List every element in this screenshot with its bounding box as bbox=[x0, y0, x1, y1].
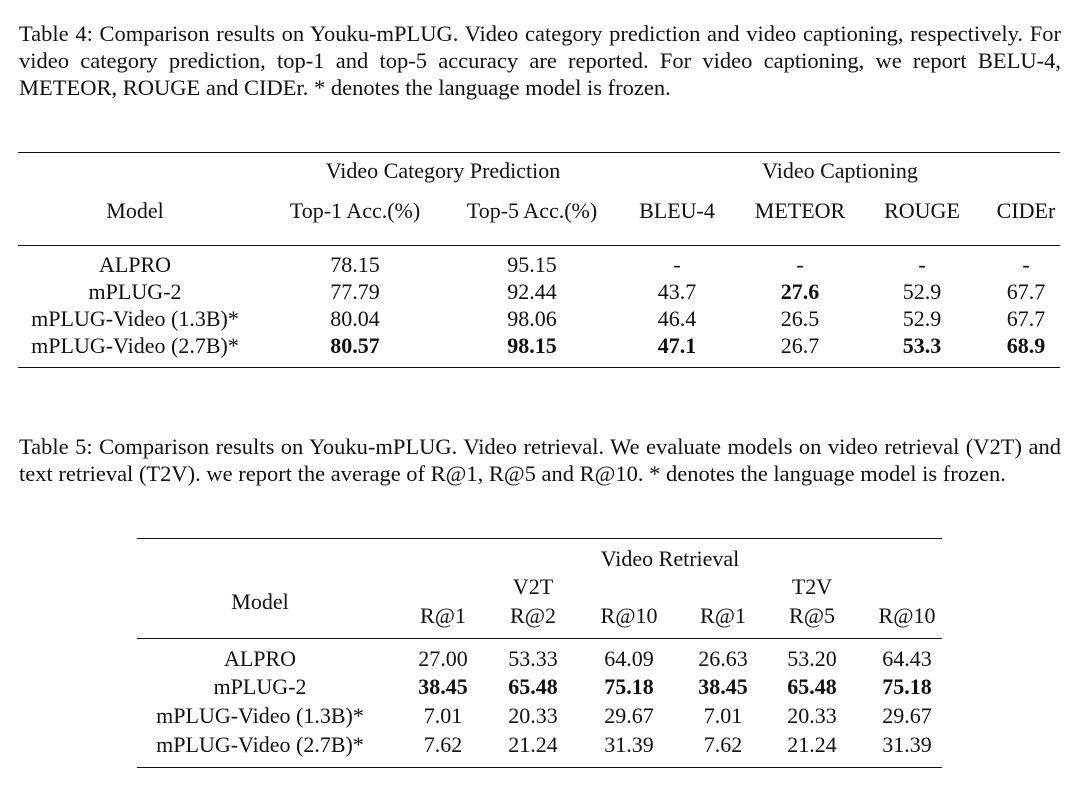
table-cell: 98.15 bbox=[507, 333, 557, 358]
table-cell: 26.7 bbox=[780, 333, 820, 358]
table-cell: - bbox=[796, 252, 804, 277]
column-header: R@1 bbox=[700, 603, 746, 628]
table-cell: 38.45 bbox=[418, 674, 468, 699]
table-cell: - bbox=[918, 252, 926, 277]
table-cell: 64.43 bbox=[882, 646, 932, 671]
column-header: Model bbox=[231, 589, 289, 614]
table-cell: 20.33 bbox=[787, 703, 837, 728]
table-cell: 27.6 bbox=[780, 279, 820, 304]
table-cell: mPLUG-2 bbox=[88, 279, 182, 304]
table-cell: 7.01 bbox=[423, 703, 463, 728]
column-header: R@10 bbox=[878, 603, 936, 628]
mid-rule bbox=[18, 245, 1060, 246]
top-rule bbox=[137, 538, 942, 539]
table-cell: mPLUG-Video (2.7B)* bbox=[31, 333, 239, 358]
column-header: METEOR bbox=[754, 198, 846, 223]
table-cell: 75.18 bbox=[882, 674, 932, 699]
column-header: R@5 bbox=[789, 603, 835, 628]
column-header: ROUGE bbox=[884, 198, 960, 223]
table-cell: 26.63 bbox=[698, 646, 748, 671]
group-header: Video Category Prediction bbox=[325, 158, 561, 183]
table-cell: - bbox=[673, 252, 681, 277]
column-header: Top-1 Acc.(%) bbox=[289, 198, 421, 223]
subgroup-header: T2V bbox=[791, 574, 833, 599]
table-cell: mPLUG-Video (2.7B)* bbox=[156, 732, 364, 757]
table-cell: 68.9 bbox=[1006, 333, 1046, 358]
table-cell: ALPRO bbox=[98, 252, 172, 277]
table-cell: 98.06 bbox=[507, 306, 557, 331]
table-cell: 75.18 bbox=[604, 674, 654, 699]
group-header: Video Captioning bbox=[762, 158, 918, 183]
column-header: R@10 bbox=[600, 603, 658, 628]
table-cell: 38.45 bbox=[698, 674, 748, 699]
table-caption: Table 5: Comparison results on Youku-mPL… bbox=[19, 434, 1061, 486]
table-cell: 80.04 bbox=[330, 306, 380, 331]
column-header: Model bbox=[106, 198, 164, 223]
table-cell: 92.44 bbox=[507, 279, 557, 304]
column-header: Top-5 Acc.(%) bbox=[466, 198, 598, 223]
table-cell: mPLUG-Video (1.3B)* bbox=[156, 703, 364, 728]
table-cell: mPLUG-2 bbox=[213, 674, 307, 699]
table-cell: 95.15 bbox=[507, 252, 557, 277]
table-cell: 7.62 bbox=[423, 732, 463, 757]
table-cell: 20.33 bbox=[508, 703, 558, 728]
table-cell: 67.7 bbox=[1006, 306, 1046, 331]
table-cell: 52.9 bbox=[902, 279, 942, 304]
table-cell: 27.00 bbox=[418, 646, 468, 671]
mid-rule bbox=[137, 638, 942, 639]
table-caption: Table 4: Comparison results on Youku-mPL… bbox=[19, 21, 1061, 100]
table-cell: 53.33 bbox=[508, 646, 558, 671]
column-header: R@2 bbox=[510, 603, 556, 628]
table-cell: 53.3 bbox=[902, 333, 942, 358]
table-cell: 64.09 bbox=[604, 646, 654, 671]
group-header: Video Retrieval bbox=[600, 546, 740, 571]
table-cell: mPLUG-Video (1.3B)* bbox=[31, 306, 239, 331]
table-cell: 46.4 bbox=[657, 306, 697, 331]
table-cell: 65.48 bbox=[787, 674, 837, 699]
table-cell: ALPRO bbox=[223, 646, 297, 671]
table-cell: 65.48 bbox=[508, 674, 558, 699]
table-cell: 31.39 bbox=[882, 732, 932, 757]
bottom-rule bbox=[137, 767, 942, 768]
table-cell: 77.79 bbox=[330, 279, 380, 304]
column-header: BLEU-4 bbox=[639, 198, 715, 223]
table-cell: 7.62 bbox=[703, 732, 743, 757]
table-cell: 7.01 bbox=[703, 703, 743, 728]
table-cell: 47.1 bbox=[657, 333, 697, 358]
table-cell: 21.24 bbox=[508, 732, 558, 757]
bottom-rule bbox=[18, 367, 1060, 368]
table-cell: 29.67 bbox=[604, 703, 654, 728]
table-cell: 26.5 bbox=[780, 306, 820, 331]
column-header: R@1 bbox=[420, 603, 466, 628]
table-cell: 31.39 bbox=[604, 732, 654, 757]
table-cell: - bbox=[1022, 252, 1030, 277]
table-cell: 21.24 bbox=[787, 732, 837, 757]
table-cell: 80.57 bbox=[330, 333, 380, 358]
table-cell: 29.67 bbox=[882, 703, 932, 728]
table-cell: 67.7 bbox=[1006, 279, 1046, 304]
top-rule bbox=[18, 152, 1060, 153]
table-cell: 78.15 bbox=[330, 252, 380, 277]
table-cell: 43.7 bbox=[657, 279, 697, 304]
column-header: CIDEr bbox=[996, 198, 1056, 223]
subgroup-header: V2T bbox=[512, 574, 554, 599]
table-cell: 52.9 bbox=[902, 306, 942, 331]
table-cell: 53.20 bbox=[787, 646, 837, 671]
